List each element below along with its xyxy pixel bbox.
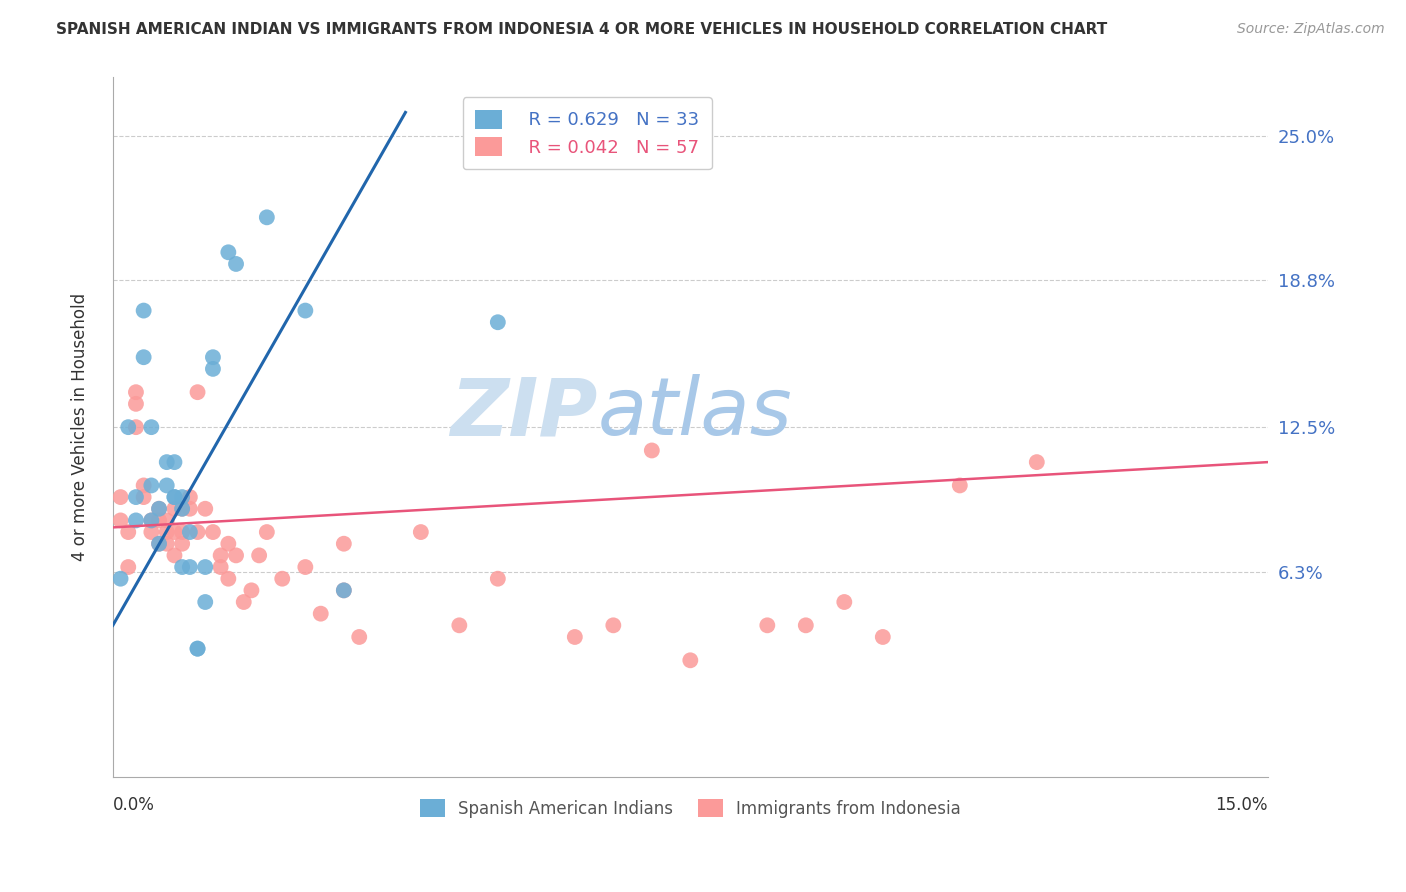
Point [125, 420, 148, 434]
Point [409, 524, 432, 539]
Point [110, 572, 132, 586]
Point [194, 560, 217, 574]
Point [225, 549, 247, 563]
Point [201, 350, 224, 364]
Point [209, 560, 232, 574]
Point [834, 595, 856, 609]
Point [110, 513, 132, 527]
Point [156, 537, 179, 551]
Point [194, 595, 217, 609]
Point [641, 443, 664, 458]
Point [156, 524, 179, 539]
Point [794, 618, 817, 632]
Point [141, 513, 163, 527]
Point [148, 513, 170, 527]
Point [1025, 455, 1047, 469]
Point [163, 490, 186, 504]
Point [125, 385, 148, 400]
Point [132, 490, 155, 504]
Point [756, 618, 779, 632]
Point [187, 385, 209, 400]
Point [132, 478, 155, 492]
Text: 0.0%: 0.0% [112, 796, 155, 814]
Point [187, 524, 209, 539]
Point [333, 583, 356, 598]
Point [117, 420, 139, 434]
Point [172, 524, 194, 539]
Point [225, 257, 247, 271]
Point [117, 560, 139, 574]
Point [256, 211, 278, 225]
Point [179, 560, 201, 574]
Point [217, 537, 239, 551]
Point [163, 549, 186, 563]
Point [125, 397, 148, 411]
Text: SPANISH AMERICAN INDIAN VS IMMIGRANTS FROM INDONESIA 4 OR MORE VEHICLES IN HOUSE: SPANISH AMERICAN INDIAN VS IMMIGRANTS FR… [56, 22, 1108, 37]
Point [187, 641, 209, 656]
Point [141, 420, 163, 434]
Point [125, 490, 148, 504]
Point [125, 513, 148, 527]
Point [201, 362, 224, 376]
Text: atlas: atlas [598, 374, 793, 452]
Point [172, 490, 194, 504]
Point [141, 478, 163, 492]
Point [217, 572, 239, 586]
Point [602, 618, 624, 632]
Point [179, 501, 201, 516]
Point [156, 455, 179, 469]
Point [163, 455, 186, 469]
Point [294, 560, 316, 574]
Point [271, 572, 294, 586]
Point [179, 524, 201, 539]
Point [209, 549, 232, 563]
Point [172, 560, 194, 574]
Point [679, 653, 702, 667]
Point [148, 537, 170, 551]
Point [333, 583, 356, 598]
Point [117, 524, 139, 539]
Text: Source: ZipAtlas.com: Source: ZipAtlas.com [1237, 22, 1385, 37]
Point [156, 513, 179, 527]
Point [217, 245, 239, 260]
Point [172, 501, 194, 516]
Point [232, 595, 254, 609]
Point [132, 303, 155, 318]
Point [163, 490, 186, 504]
Point [148, 537, 170, 551]
Point [187, 641, 209, 656]
Point [141, 524, 163, 539]
Point [132, 350, 155, 364]
Point [256, 524, 278, 539]
Point [110, 490, 132, 504]
Text: ZIP: ZIP [450, 374, 598, 452]
Legend: Spanish American Indians, Immigrants from Indonesia: Spanish American Indians, Immigrants fro… [413, 792, 967, 824]
Point [148, 501, 170, 516]
Point [201, 524, 224, 539]
Point [179, 490, 201, 504]
Point [148, 501, 170, 516]
Point [486, 315, 509, 329]
Point [247, 549, 270, 563]
Point [294, 303, 316, 318]
Point [163, 524, 186, 539]
Point [163, 501, 186, 516]
Point [872, 630, 894, 644]
Point [172, 537, 194, 551]
Point [156, 478, 179, 492]
Point [349, 630, 371, 644]
Point [141, 513, 163, 527]
Point [333, 537, 356, 551]
Point [172, 501, 194, 516]
Point [486, 572, 509, 586]
Y-axis label: 4 or more Vehicles in Household: 4 or more Vehicles in Household [72, 293, 89, 561]
Point [194, 501, 217, 516]
Point [949, 478, 972, 492]
Text: 15.0%: 15.0% [1215, 796, 1268, 814]
Point [309, 607, 332, 621]
Point [564, 630, 586, 644]
Point [449, 618, 471, 632]
Point [240, 583, 263, 598]
